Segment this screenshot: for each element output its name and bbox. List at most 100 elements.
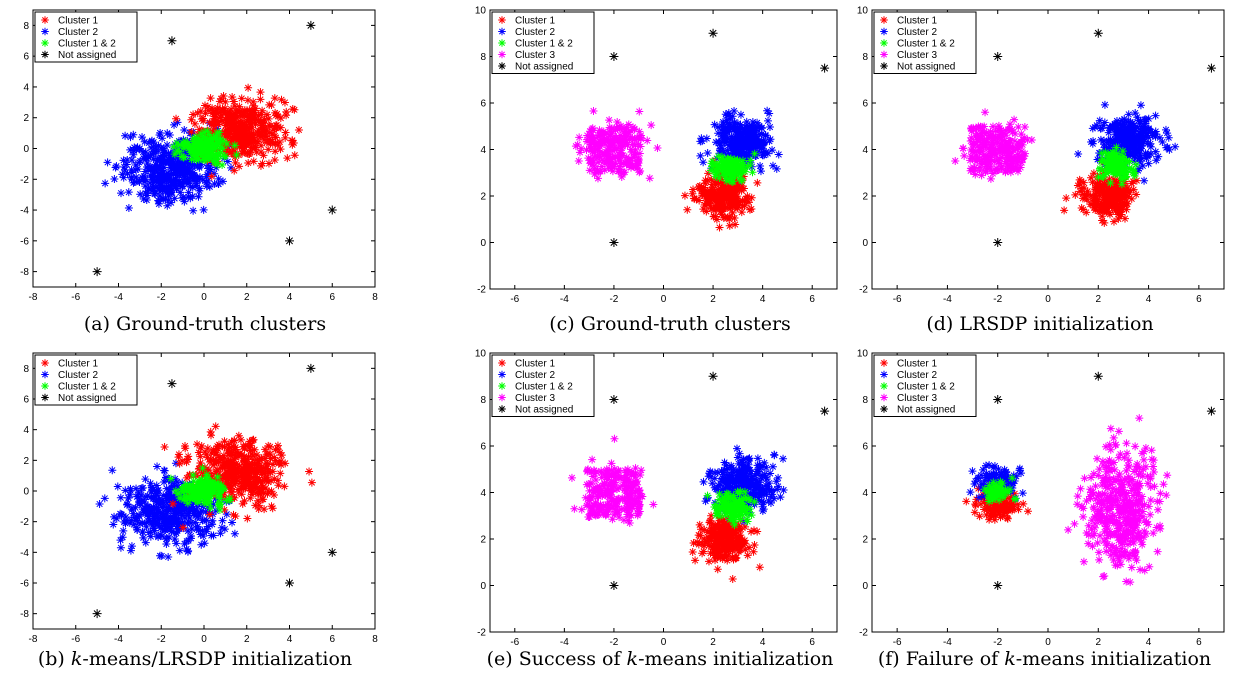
data-point <box>191 495 200 504</box>
x-tick-label: 0 <box>661 294 667 305</box>
data-point <box>1002 157 1011 166</box>
data-point <box>213 129 222 138</box>
data-point <box>740 476 749 485</box>
data-point <box>621 474 630 483</box>
data-point <box>1099 186 1108 195</box>
data-point <box>726 169 735 178</box>
data-point <box>288 104 297 113</box>
data-point <box>730 172 739 181</box>
data-point <box>140 152 149 161</box>
data-point <box>153 168 162 177</box>
data-point <box>986 174 995 183</box>
data-point <box>230 529 239 538</box>
legend-label: Cluster 3 <box>515 50 555 61</box>
data-point <box>764 496 773 505</box>
data-point <box>718 137 727 146</box>
data-point <box>1014 122 1023 131</box>
legend-label: Cluster 1 & 2 <box>58 382 116 393</box>
data-point <box>239 484 248 493</box>
data-point <box>272 124 281 133</box>
data-point <box>171 146 180 155</box>
data-point <box>754 138 763 147</box>
data-point <box>131 161 140 170</box>
data-point <box>694 183 703 192</box>
data-point <box>754 495 763 504</box>
data-point <box>216 529 225 538</box>
data-point <box>610 434 619 443</box>
data-point <box>622 482 631 491</box>
data-point <box>634 509 643 518</box>
data-point <box>241 128 250 137</box>
data-point <box>593 491 602 500</box>
data-point <box>1112 206 1121 215</box>
data-point <box>748 118 757 127</box>
data-point <box>1143 151 1152 160</box>
data-point <box>707 511 716 520</box>
data-point <box>249 467 258 476</box>
data-point <box>604 471 613 480</box>
data-point <box>168 499 177 508</box>
data-point <box>197 441 206 450</box>
data-point <box>622 468 631 477</box>
data-point <box>154 533 163 542</box>
data-point <box>586 156 595 165</box>
data-point <box>163 129 172 138</box>
y-tick-label: 4 <box>23 82 29 93</box>
data-point <box>213 483 222 492</box>
data-point <box>1099 173 1108 182</box>
data-point <box>1119 198 1128 207</box>
data-point <box>143 191 152 200</box>
data-point <box>722 483 731 492</box>
data-point <box>1106 178 1115 187</box>
data-point <box>217 94 226 103</box>
data-point <box>251 143 260 152</box>
data-point <box>732 542 741 551</box>
data-point <box>720 465 729 474</box>
data-point <box>625 489 634 498</box>
data-point <box>647 121 656 130</box>
data-point <box>1102 207 1111 216</box>
data-point <box>184 192 193 201</box>
outlier-point <box>306 20 316 30</box>
data-point <box>118 170 127 179</box>
data-point <box>202 182 211 191</box>
data-point <box>123 169 132 178</box>
data-point <box>987 141 996 150</box>
data-point <box>221 481 230 490</box>
data-point <box>258 468 267 477</box>
data-point <box>728 201 737 210</box>
data-point <box>1120 201 1129 210</box>
points-e <box>567 371 830 590</box>
data-point <box>982 128 991 137</box>
data-point <box>249 97 258 106</box>
data-point <box>189 471 198 480</box>
data-point <box>150 526 159 535</box>
data-point <box>264 478 273 487</box>
data-point <box>619 516 628 525</box>
outlier-point <box>167 36 177 46</box>
data-point <box>1023 135 1032 144</box>
data-point <box>213 103 222 112</box>
data-point <box>612 508 621 517</box>
data-point <box>1117 165 1126 174</box>
data-point <box>256 462 265 471</box>
data-point <box>212 444 221 453</box>
data-point <box>1079 205 1088 214</box>
x-tick-label: -6 <box>71 634 80 645</box>
data-point <box>624 495 633 504</box>
data-point <box>281 133 290 142</box>
data-point <box>742 137 751 146</box>
data-point <box>208 520 217 529</box>
data-point <box>194 481 203 490</box>
data-point <box>1008 148 1017 157</box>
data-point <box>731 148 740 157</box>
data-point <box>126 490 135 499</box>
data-point <box>210 110 219 119</box>
data-point <box>731 467 740 476</box>
data-point <box>217 523 226 532</box>
data-point <box>162 484 171 493</box>
data-point <box>1122 167 1131 176</box>
data-point <box>245 465 254 474</box>
data-point <box>262 450 271 459</box>
data-point <box>142 492 151 501</box>
